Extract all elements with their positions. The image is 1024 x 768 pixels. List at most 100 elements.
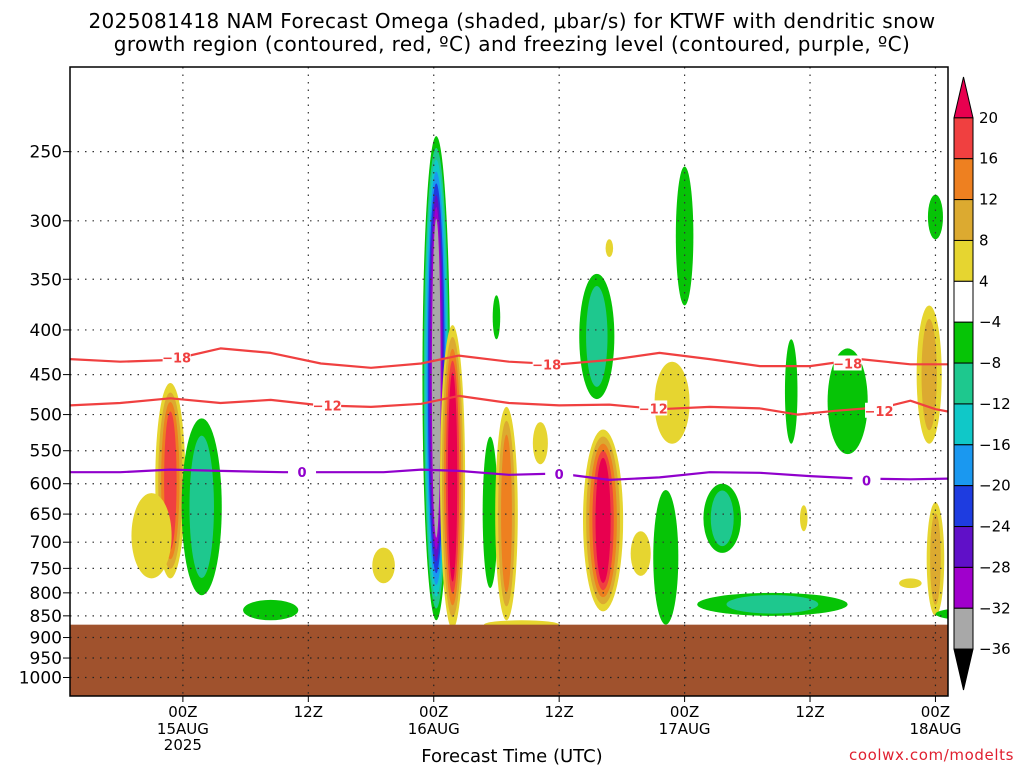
omega-shade [675,166,694,306]
x-tick-label: 00Z [419,703,448,721]
y-tick-label: 750 [30,559,62,579]
omega-shade [726,595,819,614]
colorbar-swatch [953,403,974,446]
colorbar-swatch [953,607,974,650]
x-axis-label: Forecast Time (UTC) [421,746,603,767]
omega-shade [605,239,614,257]
omega-shade [131,493,172,579]
y-tick-label: 600 [30,475,62,495]
colorbar-label: 20 [979,109,998,127]
x-tick-sublabel: 17AUG [659,720,711,738]
chart-title-line-1: 2025081418 NAM Forecast Omega (shaded, μ… [88,9,936,33]
omega-feature [243,599,299,621]
x-tick-label: 12Z [544,703,573,721]
omega-shade [492,295,501,340]
omega-shade [654,361,690,444]
contour-label-bg [532,356,561,372]
omega-feature [492,295,501,340]
omega-feature [372,547,395,584]
x-tick-label: 00Z [670,703,699,721]
x-tick-sublabel: 15AUG [157,720,209,738]
y-tick-label: 800 [30,584,62,604]
omega-feature [927,194,943,240]
y-tick-label: 900 [30,629,62,649]
colorbar-label: −8 [979,354,1001,372]
contour-label: −18 [532,358,561,373]
omega-shade [372,547,395,584]
omega-shade [930,513,941,605]
y-tick-label: 650 [30,505,62,525]
colorbar-swatch [953,199,974,241]
omega-shade [921,318,937,431]
contour-label: −12 [313,399,342,414]
colorbar-swatch [953,117,974,160]
omega-feature [605,239,614,257]
contour-label: 0 [862,475,871,490]
omega-feature [916,305,942,444]
colorbar-swatch [953,158,974,201]
colorbar-label: −32 [979,599,1011,617]
omega-feature [131,493,172,579]
colorbar-swatch [953,526,974,568]
colorbar-swatch [953,76,974,119]
x-tick-sublabel: 2025 [164,736,202,754]
colorbar-swatch [953,239,974,282]
omega-feature [703,483,742,553]
terrain-fill [70,624,948,696]
contour-label-bg [639,400,668,416]
colorbar-label: −20 [979,477,1011,495]
omega-shade [189,435,214,578]
colorbar-label: 12 [979,191,998,209]
contour-label-bg [865,402,894,418]
omega-shade [935,609,948,619]
y-tick-label: 300 [30,212,62,232]
omega-feature [675,166,694,306]
chart-title-line-2: growth region (contoured, red, ºC) and f… [113,32,911,56]
contour-label: −12 [865,405,894,420]
y-tick-label: 850 [30,607,62,627]
omega-feature [653,489,679,625]
colorbar-label: −36 [979,640,1011,658]
colorbar-label: −24 [979,518,1011,536]
colorbar-label: −16 [979,436,1011,454]
colorbar-label: −12 [979,395,1011,413]
contour-label: 0 [555,468,564,483]
y-tick-label: 500 [30,406,62,426]
x-tick-label: 00Z [168,703,197,721]
omega-shade [447,372,458,582]
plot-frame [69,66,949,697]
y-tick-label: 450 [30,366,62,386]
colorbar-swatch [953,485,974,528]
x-tick-label: 12Z [294,703,323,721]
contour-line [70,347,948,369]
omega-shade [799,505,808,532]
colorbar-label: 8 [979,231,989,249]
omega-feature [579,273,615,400]
contour-label: −18 [162,351,191,366]
y-tick-label: 550 [30,442,62,462]
colorbar-label: −28 [979,558,1011,576]
x-tick-sublabel: 16AUG [408,720,460,738]
omega-feature [532,422,548,465]
omega-feature [440,325,466,630]
omega-feature [935,609,948,619]
colorbar-label: 4 [979,272,989,290]
omega-shade [630,531,651,576]
chart-title: 2025081418 NAM Forecast Omega (shaded, μ… [0,10,1024,56]
omega-feature [784,339,798,444]
omega-shade [710,490,734,547]
omega-feature [926,502,945,616]
omega-shade [586,286,608,387]
contour-label: −18 [833,357,862,372]
omega-shade [927,194,943,240]
omega-feature [583,429,624,612]
omega-shade [784,339,798,444]
colorbar-swatch [953,444,974,487]
y-tick-label: 400 [30,321,62,341]
colorbar-label: −4 [979,313,1001,331]
credit-text: coolwx.com/modelts [849,746,1014,764]
colorbar: 20 16 12 8 4 −4 −8 −12 −16 −20 −24 −28 −32 −36 [953,76,1011,691]
plot-area: −18 −18 −18 −12 −12 −12 0 0 0 [70,67,948,696]
colorbar-swatch [953,362,974,405]
